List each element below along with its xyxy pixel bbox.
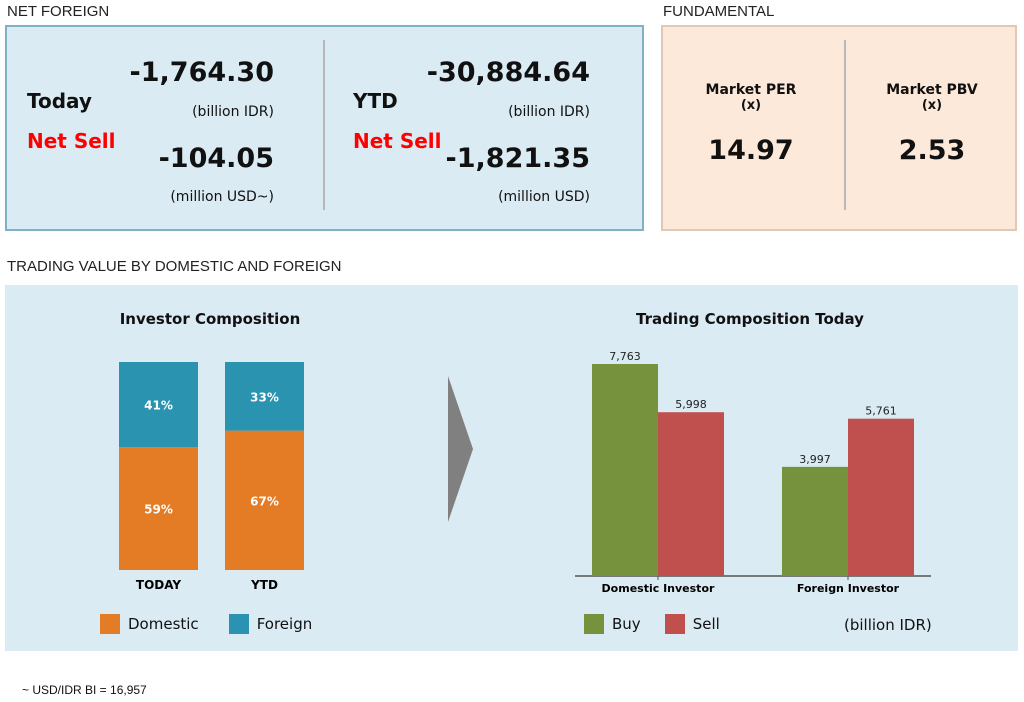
legend-buy: Buy (612, 615, 641, 633)
legend-swatch-sell (664, 614, 685, 634)
pbv-block: Market PBV (x) 2.53 (849, 82, 1015, 166)
today-usd-value: -104.05 (158, 143, 274, 174)
bar-foreign-today (119, 362, 198, 448)
data-label: 7,763 (609, 350, 641, 363)
category-label: Domestic Investor (602, 582, 715, 595)
today-idr-value: -1,764.30 (129, 57, 274, 88)
ytd-idr-unit: (billion IDR) (508, 104, 590, 120)
ytd-usd-unit: (million USD) (498, 189, 590, 205)
bar-domestic-ytd (225, 430, 304, 570)
bar-sell-1 (848, 418, 914, 576)
footnote: ~ USD/IDR BI = 16,957 (22, 683, 147, 697)
trading-title: TRADING VALUE BY DOMESTIC AND FOREIGN (7, 258, 342, 275)
pbv-value: 2.53 (898, 135, 966, 166)
data-label: 33% (250, 390, 279, 404)
category-label: TODAY (136, 578, 181, 592)
category-label: Foreign Investor (797, 582, 900, 595)
trading-composition-title: Trading Composition Today (636, 310, 864, 328)
ytd-idr-value: -30,884.64 (426, 57, 590, 88)
trading-unit: (billion IDR) (844, 616, 932, 634)
bar-sell-0 (658, 412, 724, 576)
bar-domestic-today (119, 447, 198, 570)
today-idr-unit: (billion IDR) (192, 104, 274, 120)
net-foreign-panel: Today Net Sell -1,764.30 (billion IDR) -… (5, 25, 644, 231)
data-label: 3,997 (799, 453, 831, 466)
arrow-icon (448, 376, 473, 522)
per-label: Market PER (705, 82, 797, 98)
divider (323, 40, 325, 210)
pbv-unit: (x) (921, 98, 943, 113)
pbv-label: Market PBV (886, 82, 978, 98)
legend-domestic: Domestic (128, 615, 199, 633)
bar-foreign-ytd (225, 362, 304, 431)
today-usd-unit: (million USD~) (170, 189, 274, 205)
fundamental-panel: Market PER (x) 14.97 Market PBV (x) 2.53 (661, 25, 1017, 231)
data-label: 59% (144, 503, 173, 517)
per-unit: (x) (740, 98, 762, 113)
investor-composition-title: Investor Composition (119, 310, 301, 328)
category-label: YTD (250, 578, 278, 592)
bar-buy-0 (592, 364, 658, 576)
today-status: Net Sell (27, 129, 116, 153)
per-block: Market PER (x) 14.97 (663, 82, 839, 166)
today-label: Today (27, 89, 92, 113)
divider (844, 40, 846, 210)
bar-buy-1 (782, 466, 848, 576)
legend-investor: Domestic Foreign (100, 614, 312, 634)
data-label: 67% (250, 494, 279, 508)
legend-sell: Sell (692, 615, 720, 633)
legend-foreign: Foreign (256, 615, 313, 633)
legend-swatch-buy (584, 614, 604, 634)
net-foreign-title: NET FOREIGN (7, 3, 110, 20)
legend-trading: Buy Sell (584, 614, 720, 634)
data-label: 5,761 (865, 405, 897, 418)
per-value: 14.97 (708, 135, 794, 166)
data-label: 41% (144, 399, 173, 413)
ytd-usd-value: -1,821.35 (445, 143, 590, 174)
legend-swatch-domestic (100, 614, 120, 634)
ytd-label: YTD (353, 89, 398, 113)
fundamental-title: FUNDAMENTAL (663, 3, 775, 20)
legend-swatch-foreign (228, 614, 249, 634)
ytd-status: Net Sell (353, 129, 442, 153)
data-label: 5,998 (675, 398, 707, 411)
